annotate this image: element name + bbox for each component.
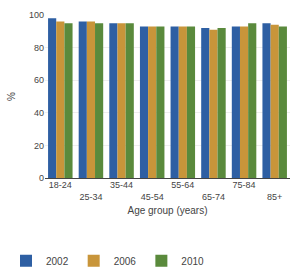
svg-text:65-74: 65-74 — [202, 192, 225, 202]
svg-text:25-34: 25-34 — [79, 192, 102, 202]
svg-text:40: 40 — [34, 108, 44, 118]
svg-text:60: 60 — [34, 75, 44, 85]
svg-text:2002: 2002 — [46, 256, 69, 267]
svg-text:55-64: 55-64 — [171, 180, 194, 190]
svg-text:20: 20 — [34, 141, 44, 151]
svg-text:45-54: 45-54 — [141, 192, 164, 202]
svg-text:0: 0 — [39, 173, 44, 183]
svg-text:85+: 85+ — [267, 192, 282, 202]
svg-text:35-44: 35-44 — [110, 180, 133, 190]
svg-text:2010: 2010 — [181, 256, 204, 267]
svg-text:80: 80 — [34, 43, 44, 53]
svg-text:2006: 2006 — [114, 256, 137, 267]
svg-text:18-24: 18-24 — [49, 180, 72, 190]
svg-text:75-84: 75-84 — [233, 180, 256, 190]
svg-text:100: 100 — [29, 10, 44, 20]
svg-text:%: % — [6, 92, 17, 101]
svg-text:Age group (years): Age group (years) — [127, 205, 207, 216]
